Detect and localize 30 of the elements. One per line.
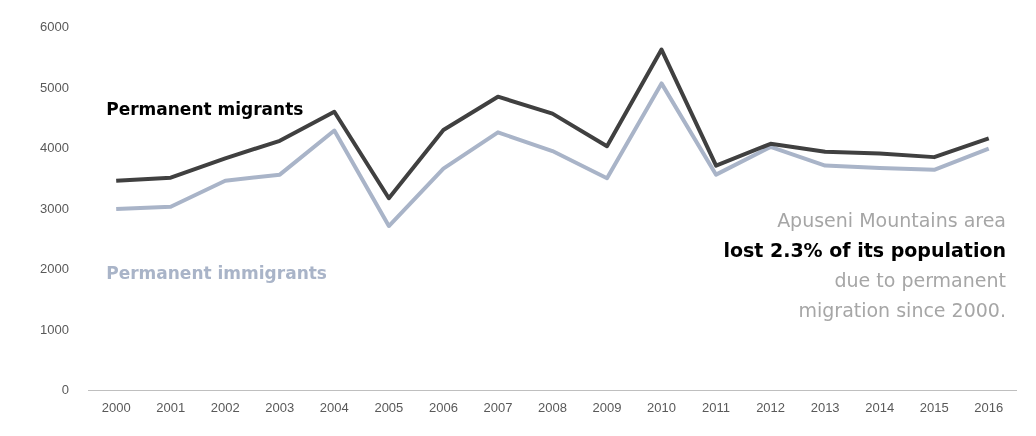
- y-tick-label: 1000: [40, 321, 69, 337]
- series-label: Permanent migrants: [106, 99, 304, 120]
- x-tick-label: 2000: [101, 399, 131, 415]
- x-tick-label: 2003: [265, 399, 295, 415]
- x-tick-label: 2006: [428, 399, 458, 415]
- x-tick-label: 2013: [810, 399, 840, 415]
- x-tick-label: 2007: [483, 399, 513, 415]
- y-tick-label: 2000: [40, 261, 69, 277]
- y-tick-label: 0: [61, 381, 69, 397]
- annotation: migration since 2000.: [797, 298, 1006, 323]
- x-tick-label: 2005: [374, 399, 404, 415]
- text: Permanent immigrants: [106, 262, 327, 283]
- x-tick-label: 2011: [702, 399, 731, 415]
- y-tick-label: 3000: [40, 200, 69, 216]
- x-tick-label: 2009: [592, 399, 622, 415]
- annotation: lost 2.3% of its population: [723, 238, 1006, 263]
- x-tick-label: 2012: [756, 399, 786, 415]
- x-tick-label: 2015: [919, 399, 949, 415]
- x-tick-label: 2016: [974, 399, 1004, 415]
- y-tick-label: 4000: [40, 140, 69, 156]
- x-tick-label: 2001: [156, 399, 186, 415]
- annotation: due to permanent: [833, 268, 1006, 293]
- annotation: Apuseni Mountains area: [776, 208, 1006, 233]
- x-tick-label: 2004: [319, 399, 349, 415]
- x-tick-label: 2002: [210, 399, 240, 415]
- y-tick-label: 5000: [40, 79, 69, 95]
- y-tick-label: 6000: [40, 19, 69, 35]
- x-tick-label: 2014: [865, 399, 895, 415]
- x-tick-label: 2008: [538, 399, 567, 415]
- x-tick-label: 2010: [647, 399, 676, 415]
